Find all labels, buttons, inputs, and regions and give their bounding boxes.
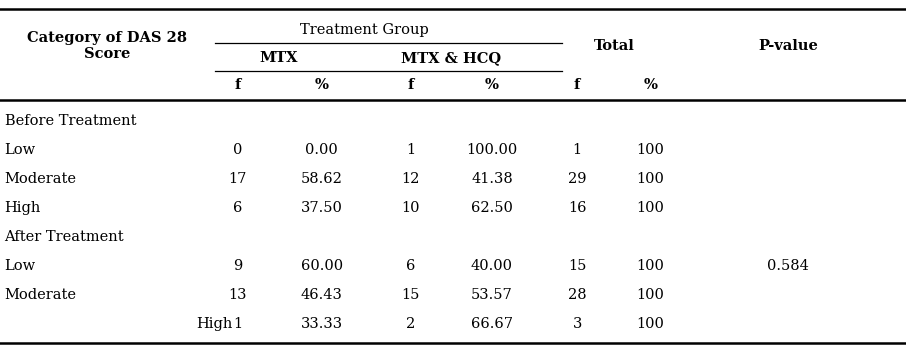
Text: Treatment Group: Treatment Group [300, 23, 429, 37]
Text: 40.00: 40.00 [471, 259, 513, 273]
Text: 9: 9 [233, 259, 242, 273]
Text: 28: 28 [568, 288, 586, 302]
Text: 0.00: 0.00 [305, 143, 338, 157]
Text: 17: 17 [228, 172, 246, 186]
Text: 13: 13 [228, 288, 246, 302]
Text: %: % [485, 78, 499, 92]
Text: High: High [5, 201, 41, 215]
Text: Category of DAS 28
Score: Category of DAS 28 Score [27, 31, 187, 61]
Text: 1: 1 [573, 143, 582, 157]
Text: High: High [197, 317, 233, 331]
Text: Moderate: Moderate [5, 288, 76, 302]
Text: P-value: P-value [758, 38, 818, 52]
Text: 100: 100 [637, 201, 664, 215]
Text: 100: 100 [637, 259, 664, 273]
Text: 100: 100 [637, 288, 664, 302]
Text: MTX & HCQ: MTX & HCQ [401, 51, 501, 65]
Text: f: f [407, 78, 414, 92]
Text: Before Treatment: Before Treatment [5, 114, 136, 128]
Text: 100.00: 100.00 [467, 143, 517, 157]
Text: 1: 1 [233, 317, 242, 331]
Text: 12: 12 [401, 172, 419, 186]
Text: %: % [643, 78, 658, 92]
Text: Total: Total [593, 38, 635, 52]
Text: 33.33: 33.33 [301, 317, 342, 331]
Text: 41.38: 41.38 [471, 172, 513, 186]
Text: Low: Low [5, 143, 35, 157]
Text: 53.57: 53.57 [471, 288, 513, 302]
Text: 6: 6 [233, 201, 242, 215]
Text: 3: 3 [573, 317, 582, 331]
Text: After Treatment: After Treatment [5, 230, 124, 244]
Text: 66.67: 66.67 [471, 317, 513, 331]
Text: 100: 100 [637, 317, 664, 331]
Text: f: f [234, 78, 241, 92]
Text: Low: Low [5, 259, 35, 273]
Text: f: f [573, 78, 581, 92]
Text: 29: 29 [568, 172, 586, 186]
Text: %: % [314, 78, 329, 92]
Text: 15: 15 [401, 288, 419, 302]
Text: Moderate: Moderate [5, 172, 76, 186]
Text: 58.62: 58.62 [301, 172, 342, 186]
Text: 10: 10 [401, 201, 419, 215]
Text: 100: 100 [637, 143, 664, 157]
Text: 62.50: 62.50 [471, 201, 513, 215]
Text: 46.43: 46.43 [301, 288, 342, 302]
Text: 100: 100 [637, 172, 664, 186]
Text: 0: 0 [233, 143, 242, 157]
Text: 60.00: 60.00 [301, 259, 342, 273]
Text: 0.584: 0.584 [767, 259, 809, 273]
Text: 1: 1 [406, 143, 415, 157]
Text: 2: 2 [406, 317, 415, 331]
Text: 6: 6 [406, 259, 415, 273]
Text: MTX: MTX [260, 51, 298, 65]
Text: 16: 16 [568, 201, 586, 215]
Text: 37.50: 37.50 [301, 201, 342, 215]
Text: 15: 15 [568, 259, 586, 273]
